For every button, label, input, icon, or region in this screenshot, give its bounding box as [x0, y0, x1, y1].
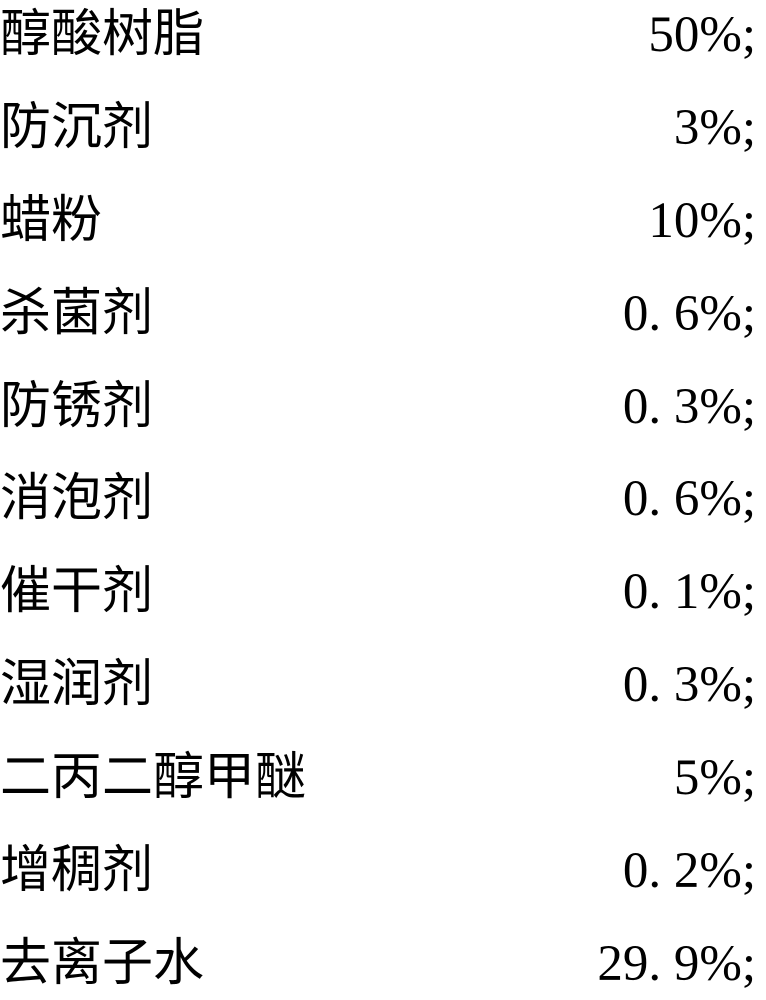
list-item: 防沉剂 3%;	[0, 103, 756, 154]
list-item: 蜡粉 10%;	[0, 196, 756, 247]
ingredient-value: 3%;	[674, 103, 756, 154]
list-item: 消泡剂 0. 6%;	[0, 474, 756, 525]
ingredient-label: 去离子水	[0, 939, 204, 990]
ingredient-label: 催干剂	[0, 567, 153, 618]
list-item: 增稠剂 0. 2%;	[0, 846, 756, 897]
ingredient-label: 醇酸树脂	[0, 10, 204, 61]
list-item: 防锈剂 0. 3%;	[0, 382, 756, 433]
list-item: 醇酸树脂 50%;	[0, 10, 756, 61]
ingredient-label: 防锈剂	[0, 382, 153, 433]
composition-list: 醇酸树脂 50%; 防沉剂 3%; 蜡粉 10%; 杀菌剂 0. 6%; 防锈剂…	[0, 0, 766, 1000]
ingredient-label: 蜡粉	[0, 196, 102, 247]
list-item: 去离子水 29. 9%;	[0, 939, 756, 990]
ingredient-value: 5%;	[674, 753, 756, 804]
ingredient-label: 二丙二醇甲醚	[0, 753, 306, 804]
ingredient-value: 0. 3%;	[623, 382, 756, 433]
ingredient-value: 29. 9%;	[597, 939, 756, 990]
list-item: 湿润剂 0. 3%;	[0, 660, 756, 711]
ingredient-value: 0. 6%;	[623, 289, 756, 340]
ingredient-value: 0. 3%;	[623, 660, 756, 711]
ingredient-value: 0. 2%;	[623, 846, 756, 897]
ingredient-label: 防沉剂	[0, 103, 153, 154]
list-item: 二丙二醇甲醚 5%;	[0, 753, 756, 804]
ingredient-label: 消泡剂	[0, 474, 153, 525]
ingredient-label: 增稠剂	[0, 846, 153, 897]
list-item: 杀菌剂 0. 6%;	[0, 289, 756, 340]
ingredient-label: 湿润剂	[0, 660, 153, 711]
list-item: 催干剂 0. 1%;	[0, 567, 756, 618]
ingredient-value: 0. 1%;	[623, 567, 756, 618]
ingredient-value: 10%;	[648, 196, 756, 247]
ingredient-value: 0. 6%;	[623, 474, 756, 525]
ingredient-label: 杀菌剂	[0, 289, 153, 340]
ingredient-value: 50%;	[648, 10, 756, 61]
